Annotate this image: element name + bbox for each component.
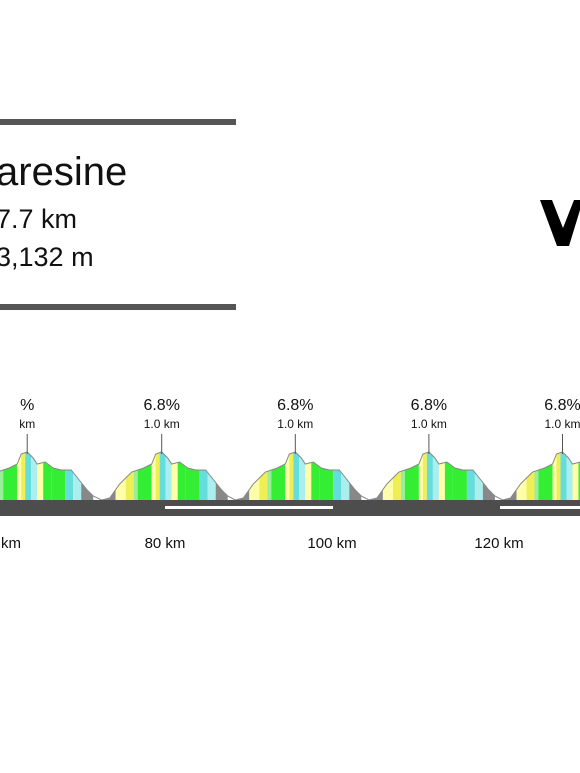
gradient-band [73, 452, 82, 500]
gradient-band [51, 452, 66, 500]
gradient-band [3, 452, 18, 500]
gradient-band [185, 452, 200, 500]
gradient-band [81, 452, 94, 500]
gradient-band [125, 452, 134, 500]
gradient-band [392, 452, 401, 500]
gradient-band [526, 452, 535, 500]
gradient-band [171, 452, 178, 500]
road-stripe [165, 506, 333, 509]
stage-elevation: 3,132 m [0, 242, 94, 272]
gradient-band [482, 452, 495, 500]
gradient-band [418, 452, 423, 500]
climb-grade-label: 6.8% [544, 397, 580, 414]
gradient-band [438, 452, 445, 500]
gradient-band [566, 452, 573, 500]
climb-length-label: 1.0 km [144, 417, 180, 431]
gradient-band [155, 452, 160, 500]
gradient-band [422, 452, 427, 500]
gradient-band [249, 452, 260, 500]
gradient-band [65, 452, 74, 500]
gradient-band [534, 452, 539, 500]
v-logo-icon [540, 200, 580, 246]
gradient-band [404, 452, 419, 500]
gradient-band [311, 452, 320, 500]
climb-marker: 6.8% 1.0 km [277, 397, 314, 454]
climb-length-label: 1.0 km [277, 417, 313, 431]
climb-marker: 6.8% 1.0 km [143, 397, 180, 454]
gradient-band [382, 452, 393, 500]
gradient-band [516, 452, 527, 500]
gradient-band [349, 452, 362, 500]
x-tick-label: 80 km [145, 535, 186, 552]
climb-marker: % km [19, 397, 35, 454]
x-tick-label: km [1, 535, 21, 552]
gradient-band [452, 452, 467, 500]
climb-marker: 6.8% 1.0 km [544, 397, 580, 454]
distance-axis: km 80 km 100 km 120 km [1, 535, 524, 552]
climb-length-label: 1.0 km [411, 417, 447, 431]
road-stripe [500, 506, 580, 509]
gradient-band [426, 452, 433, 500]
gradient-band [319, 452, 334, 500]
gradient-band [17, 452, 22, 500]
climb-length-label: 1.0 km [544, 417, 580, 431]
elevation-profile-chart: % km 6.8% 1.0 km 6.8% 1.0 km 6.8% 1.0 km 6.8% 1.0… [0, 397, 580, 552]
gradient-band [299, 452, 306, 500]
gradient-band [289, 452, 294, 500]
gradient-band [25, 452, 32, 500]
gradient-band [444, 452, 453, 500]
climb-grade-label: 6.8% [143, 397, 179, 414]
gradient-band [556, 452, 561, 500]
gradient-band [165, 452, 172, 500]
road-stripes [165, 506, 580, 509]
gradient-band [43, 452, 52, 500]
gradient-band [432, 452, 439, 500]
gradient-band [137, 452, 152, 500]
gradient-band [538, 452, 553, 500]
profile-outline [0, 451, 580, 501]
gradient-band [578, 452, 580, 500]
gradient-band [0, 452, 4, 500]
gradient-band [259, 452, 268, 500]
climb-length-label: km [19, 417, 35, 431]
stage-distance: 7.7 km [0, 204, 78, 234]
header-rule-bottom [0, 304, 236, 310]
gradient-band [215, 452, 228, 500]
gradient-band [151, 452, 156, 500]
gradient-band [560, 452, 567, 500]
gradient-band [271, 452, 286, 500]
gradient-band [305, 452, 312, 500]
gradient-band [177, 452, 186, 500]
gradient-band [466, 452, 475, 500]
gradient-band [474, 452, 483, 500]
gradient-band [21, 452, 26, 500]
gradient-band [207, 452, 216, 500]
climb-grade-label: % [20, 397, 34, 414]
climb-marker: 6.8% 1.0 km [411, 397, 447, 454]
gradient-band [341, 452, 350, 500]
gradient-band [115, 452, 126, 500]
gradient-band [37, 452, 44, 500]
x-tick-label: 120 km [474, 535, 523, 552]
stage-name: aresine [0, 150, 128, 194]
x-tick-label: 100 km [307, 535, 356, 552]
gradient-band [333, 452, 342, 500]
gradient-band [133, 452, 138, 500]
gradient-band [31, 452, 38, 500]
profile-fill [0, 452, 580, 500]
gradient-band [267, 452, 272, 500]
header-rule-top [0, 119, 236, 125]
gradient-band [552, 452, 557, 500]
climb-grade-label: 6.8% [411, 397, 447, 414]
gradient-band [293, 452, 300, 500]
climb-markers: % km 6.8% 1.0 km 6.8% 1.0 km 6.8% 1.0 km 6.8% 1.0… [19, 397, 580, 454]
gradient-band [400, 452, 405, 500]
gradient-band [199, 452, 208, 500]
gradient-band [572, 452, 579, 500]
gradient-band [285, 452, 290, 500]
gradient-band [159, 452, 166, 500]
climb-grade-label: 6.8% [277, 397, 313, 414]
